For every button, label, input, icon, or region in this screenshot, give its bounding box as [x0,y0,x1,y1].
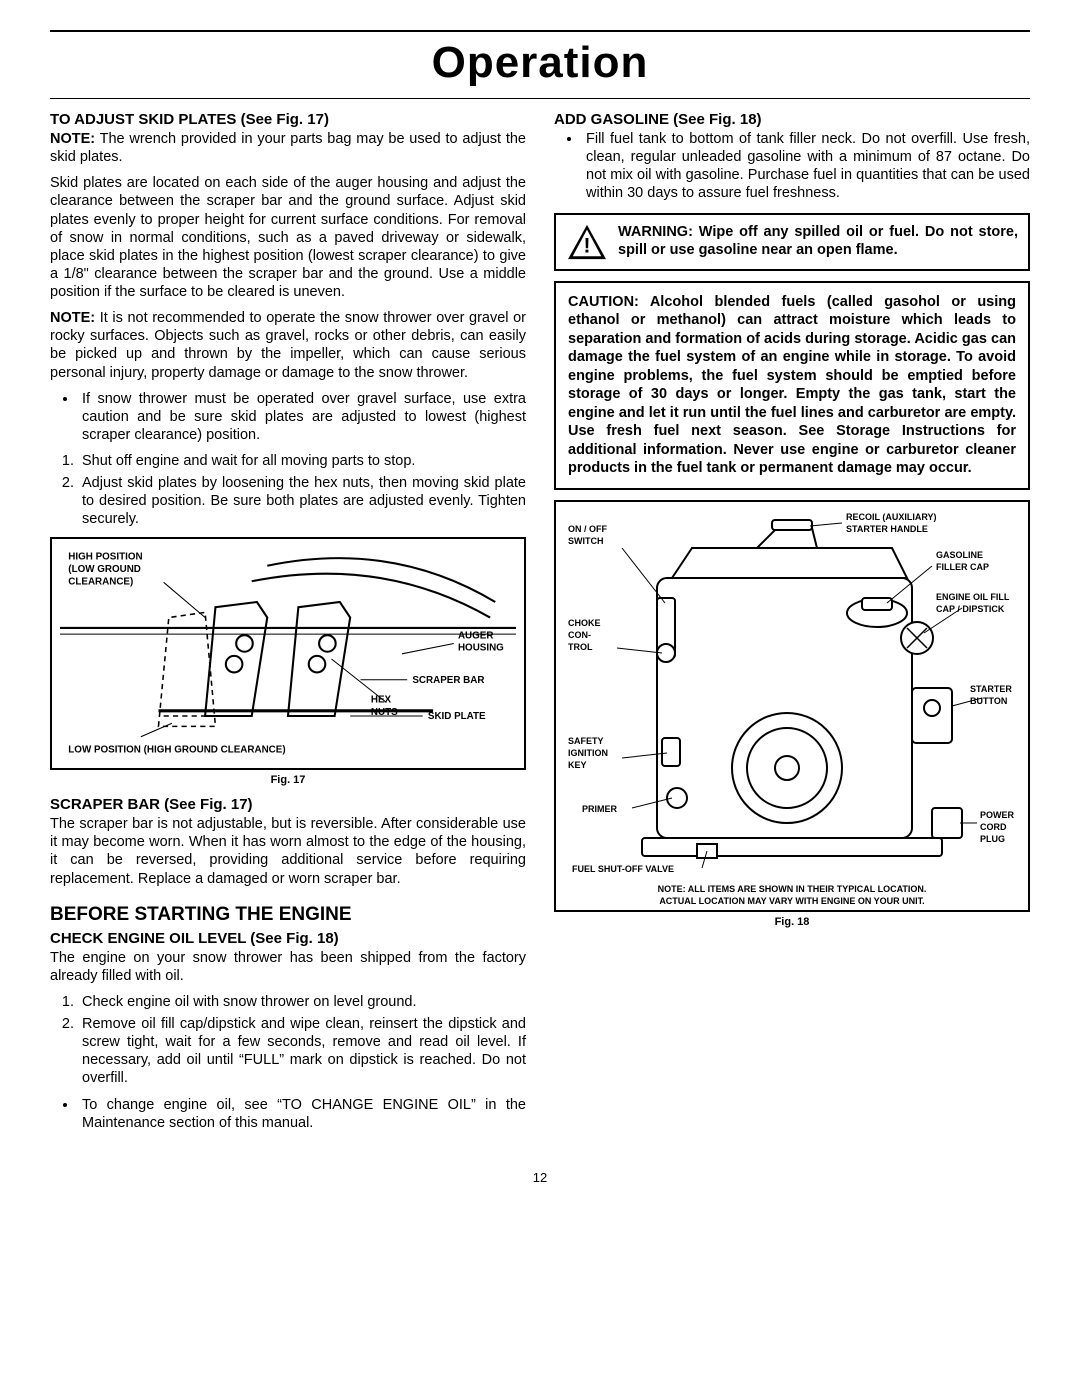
top-rule-thick [50,30,1030,32]
fig18-note-2: ACTUAL LOCATION MAY VARY WITH ENGINE ON … [659,896,924,906]
scraper-heading: SCRAPER BAR (See Fig. 17) [50,796,526,813]
fig18-choke-3: TROL [568,642,593,652]
top-rule-thin [50,98,1030,99]
two-column-layout: TO ADJUST SKID PLATES (See Fig. 17) NOTE… [50,107,1030,1140]
skid-step-1: Shut off engine and wait for all moving … [78,452,526,470]
fig17-auger-1: AUGER [458,630,493,641]
figure-17-caption: Fig. 17 [50,774,526,786]
left-column: TO ADJUST SKID PLATES (See Fig. 17) NOTE… [50,107,526,1140]
page-title: Operation [50,38,1030,88]
gravel-bullet-list: If snow thrower must be operated over gr… [50,390,526,444]
fig18-starter-1: STARTER [970,684,1012,694]
add-gas-heading: ADD GASOLINE (See Fig. 18) [554,111,1030,128]
skid-plates-para1: Skid plates are located on each side of … [50,174,526,301]
scraper-para: The scraper bar is not adjustable, but i… [50,815,526,888]
fig18-power-1: POWER [980,810,1015,820]
fig18-choke-1: CHOKE [568,618,601,628]
fig18-recoil-1: RECOIL (AUXILIARY) [846,512,937,522]
gravel-bullet: If snow thrower must be operated over gr… [78,390,526,444]
fig18-recoil-2: STARTER HANDLE [846,524,928,534]
warning-icon: ! [566,223,608,261]
oil-change-bullet-list: To change engine oil, see “TO CHANGE ENG… [50,1096,526,1132]
fig18-gascap-1: GASOLINE [936,550,983,560]
svg-text:!: ! [584,234,591,257]
oil-steps: Check engine oil with snow thrower on le… [50,993,526,1088]
figure-17-svg: HIGH POSITION (LOW GROUND CLEARANCE) AUG… [60,545,516,763]
figure-18-box: ON / OFF SWITCH CHOKE CON- TROL SAFETY I… [554,500,1030,912]
fig17-highpos-3: CLEARANCE) [68,576,133,587]
check-oil-heading: CHECK ENGINE OIL LEVEL (See Fig. 18) [50,930,526,947]
before-start-heading: BEFORE STARTING THE ENGINE [50,904,526,926]
gas-bullet: Fill fuel tank to bottom of tank filler … [582,130,1030,203]
figure-18-svg: ON / OFF SWITCH CHOKE CON- TROL SAFETY I… [562,508,1022,908]
check-oil-para: The engine on your snow thrower has been… [50,949,526,985]
skid-steps: Shut off engine and wait for all moving … [50,452,526,529]
fig18-power-3: PLUG [980,834,1005,844]
skid-plates-note2: NOTE: It is not recommended to operate t… [50,309,526,382]
fig17-auger-2: HOUSING [458,642,504,653]
fig17-highpos-1: HIGH POSITION [68,551,142,562]
fig17-hex-1: HEX [371,694,392,705]
fig17-scraper: SCRAPER BAR [412,674,484,685]
fig18-power-2: CORD [980,822,1007,832]
fig18-onoff-1: ON / OFF [568,524,607,534]
oil-step-1: Check engine oil with snow thrower on le… [78,993,526,1011]
fig18-onoff-2: SWITCH [568,536,604,546]
fig17-highpos-2: (LOW GROUND [68,563,141,574]
fig18-fuel-valve: FUEL SHUT-OFF VALVE [572,864,674,874]
fig18-safety-2: IGNITION [568,748,608,758]
fig18-oilfill-1: ENGINE OIL FILL [936,592,1010,602]
right-column: ADD GASOLINE (See Fig. 18) Fill fuel tan… [554,107,1030,1140]
skid-plates-note: NOTE: The wrench provided in your parts … [50,130,526,166]
warning-text: WARNING: Wipe off any spilled oil or fue… [618,223,1018,259]
note2-prefix: NOTE: [50,310,95,326]
page-number: 12 [50,1170,1030,1185]
note2-text: It is not recommended to operate the sno… [50,310,526,380]
fig17-lowpos: LOW POSITION (HIGH GROUND CLEARANCE) [68,744,285,755]
fig18-safety-1: SAFETY [568,736,604,746]
fig17-skid: SKID PLATE [428,711,486,722]
gas-bullet-list: Fill fuel tank to bottom of tank filler … [554,130,1030,203]
fig18-note-1: NOTE: ALL ITEMS ARE SHOWN IN THEIR TYPIC… [658,884,927,894]
note-text: The wrench provided in your parts bag ma… [50,131,526,165]
figure-18-caption: Fig. 18 [554,916,1030,928]
warning-box: ! WARNING: Wipe off any spilled oil or f… [554,213,1030,271]
note-prefix: NOTE: [50,131,95,147]
fig18-primer: PRIMER [582,804,618,814]
fig18-oilfill-2: CAP / DIPSTICK [936,604,1005,614]
caution-box: CAUTION: Alcohol blended fuels (called g… [554,281,1030,490]
skid-plates-heading: TO ADJUST SKID PLATES (See Fig. 17) [50,111,526,128]
figure-17-box: HIGH POSITION (LOW GROUND CLEARANCE) AUG… [50,537,526,771]
skid-step-2: Adjust skid plates by loosening the hex … [78,474,526,528]
fig18-starter-2: BUTTON [970,696,1007,706]
oil-change-bullet: To change engine oil, see “TO CHANGE ENG… [78,1096,526,1132]
caution-text: CAUTION: Alcohol blended fuels (called g… [568,293,1016,478]
fig18-gascap-2: FILLER CAP [936,562,989,572]
fig17-hex-2: NUTS [371,706,398,717]
fig18-choke-2: CON- [568,630,591,640]
fig18-safety-3: KEY [568,760,587,770]
oil-step-2: Remove oil fill cap/dipstick and wipe cl… [78,1015,526,1088]
